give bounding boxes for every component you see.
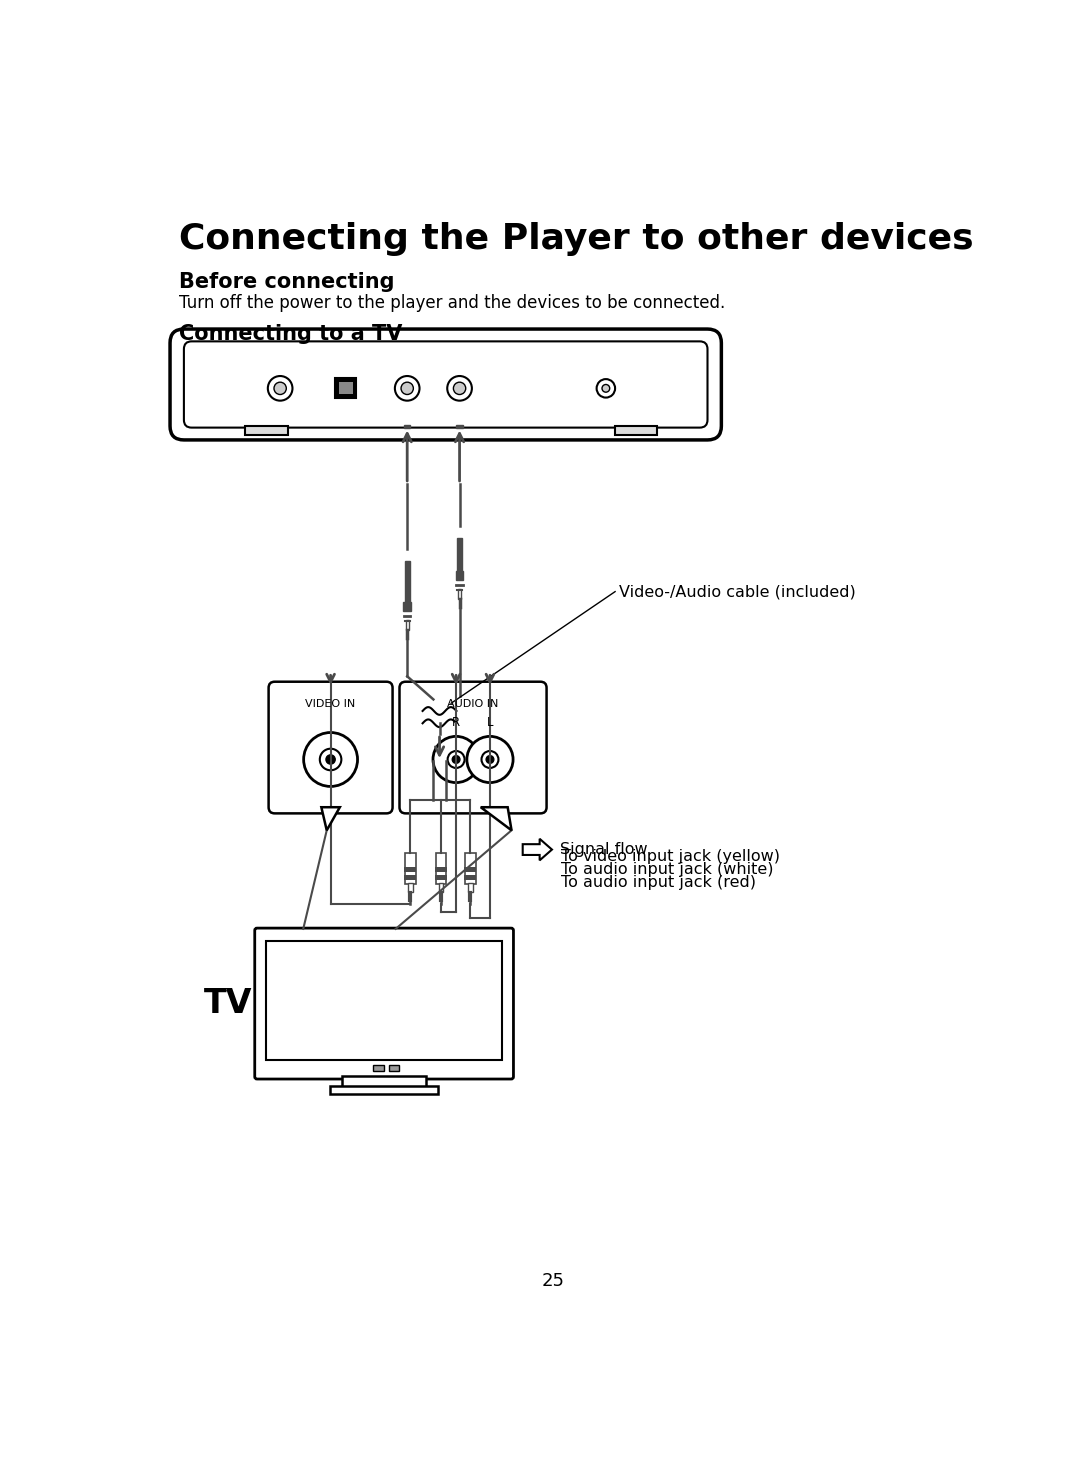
Bar	[405, 853, 416, 884]
Bar	[435, 853, 446, 884]
Text: 25: 25	[542, 1271, 565, 1290]
Circle shape	[467, 736, 513, 782]
Bar	[408, 882, 413, 891]
Circle shape	[326, 755, 335, 764]
Polygon shape	[481, 807, 512, 831]
Bar	[458, 590, 461, 599]
Text: VIDEO IN: VIDEO IN	[306, 699, 355, 708]
Text: Turn off the power to the player and the devices to be connected.: Turn off the power to the player and the…	[179, 294, 726, 312]
Bar	[457, 424, 462, 429]
Bar	[341, 1076, 427, 1088]
Text: Connecting the Player to other devices: Connecting the Player to other devices	[179, 222, 974, 256]
Circle shape	[453, 755, 460, 763]
Bar	[374, 1066, 384, 1072]
Circle shape	[482, 751, 499, 769]
Text: R: R	[453, 715, 460, 729]
Bar	[438, 882, 444, 891]
Bar	[405, 560, 409, 603]
Text: To audio input jack (white): To audio input jack (white)	[562, 862, 773, 876]
Bar	[403, 602, 411, 610]
Bar	[468, 882, 473, 891]
Circle shape	[433, 736, 480, 782]
Text: TV: TV	[203, 987, 252, 1020]
Bar	[404, 875, 417, 879]
Polygon shape	[322, 807, 340, 831]
Bar	[335, 378, 356, 399]
Circle shape	[401, 383, 414, 395]
Circle shape	[274, 383, 286, 395]
Circle shape	[447, 375, 472, 401]
FancyBboxPatch shape	[170, 330, 721, 440]
FancyBboxPatch shape	[184, 341, 707, 427]
Circle shape	[268, 375, 293, 401]
Bar	[404, 424, 410, 429]
Circle shape	[596, 378, 616, 398]
Circle shape	[447, 751, 464, 769]
Circle shape	[395, 375, 419, 401]
Bar	[464, 866, 476, 872]
Circle shape	[486, 755, 494, 763]
Bar	[404, 866, 417, 872]
Bar	[435, 866, 447, 872]
Bar	[464, 875, 476, 879]
Text: AUDIO IN: AUDIO IN	[447, 699, 499, 708]
Text: Before connecting: Before connecting	[179, 272, 395, 293]
Bar	[245, 426, 288, 436]
Bar	[457, 538, 462, 572]
Bar	[330, 1086, 438, 1094]
Bar	[267, 941, 502, 1060]
Bar	[406, 621, 408, 630]
FancyBboxPatch shape	[255, 928, 513, 1079]
Bar	[339, 383, 352, 395]
Text: To audio input jack (red): To audio input jack (red)	[562, 875, 756, 890]
Text: Signal flow: Signal flow	[559, 842, 647, 857]
Polygon shape	[523, 840, 552, 860]
Bar	[435, 875, 447, 879]
Circle shape	[454, 383, 465, 395]
Bar	[465, 853, 475, 884]
Text: Video-/Audio cable (included): Video-/Audio cable (included)	[619, 584, 855, 599]
Bar	[616, 426, 658, 436]
Text: Connecting to a TV: Connecting to a TV	[179, 324, 403, 344]
Circle shape	[602, 384, 610, 392]
Circle shape	[303, 733, 357, 786]
Bar	[389, 1066, 400, 1072]
Text: L: L	[487, 715, 494, 729]
Bar	[456, 571, 463, 579]
FancyBboxPatch shape	[400, 681, 546, 813]
FancyBboxPatch shape	[269, 681, 392, 813]
Text: To video input jack (yellow): To video input jack (yellow)	[562, 848, 780, 863]
Circle shape	[320, 749, 341, 770]
